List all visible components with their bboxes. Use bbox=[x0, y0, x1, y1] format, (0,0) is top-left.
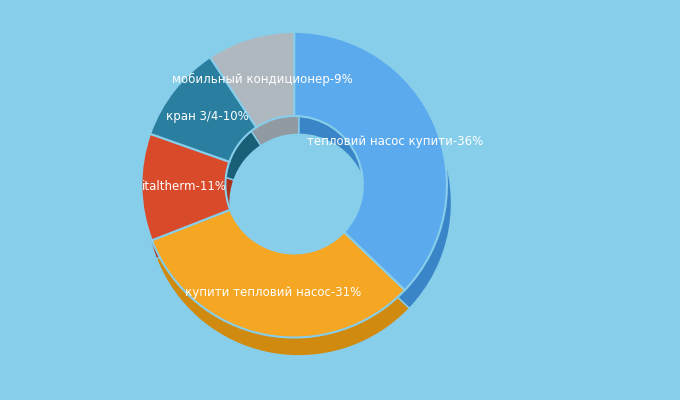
Text: тепловий насос купити-36%: тепловий насос купити-36% bbox=[307, 135, 483, 148]
Text: italtherm-11%: italtherm-11% bbox=[141, 180, 226, 193]
Wedge shape bbox=[141, 134, 230, 240]
Text: купити тепловий насос-31%: купити тепловий насос-31% bbox=[185, 286, 361, 299]
Wedge shape bbox=[156, 228, 409, 356]
Wedge shape bbox=[294, 32, 447, 290]
Wedge shape bbox=[150, 57, 256, 162]
Text: мобильный кондиционер-9%: мобильный кондиционер-9% bbox=[172, 73, 353, 86]
Wedge shape bbox=[299, 50, 452, 308]
Wedge shape bbox=[155, 76, 261, 180]
Wedge shape bbox=[210, 32, 294, 127]
Wedge shape bbox=[152, 210, 405, 338]
Wedge shape bbox=[146, 152, 235, 259]
Wedge shape bbox=[215, 50, 299, 146]
Text: кран 3/4-10%: кран 3/4-10% bbox=[166, 110, 249, 124]
